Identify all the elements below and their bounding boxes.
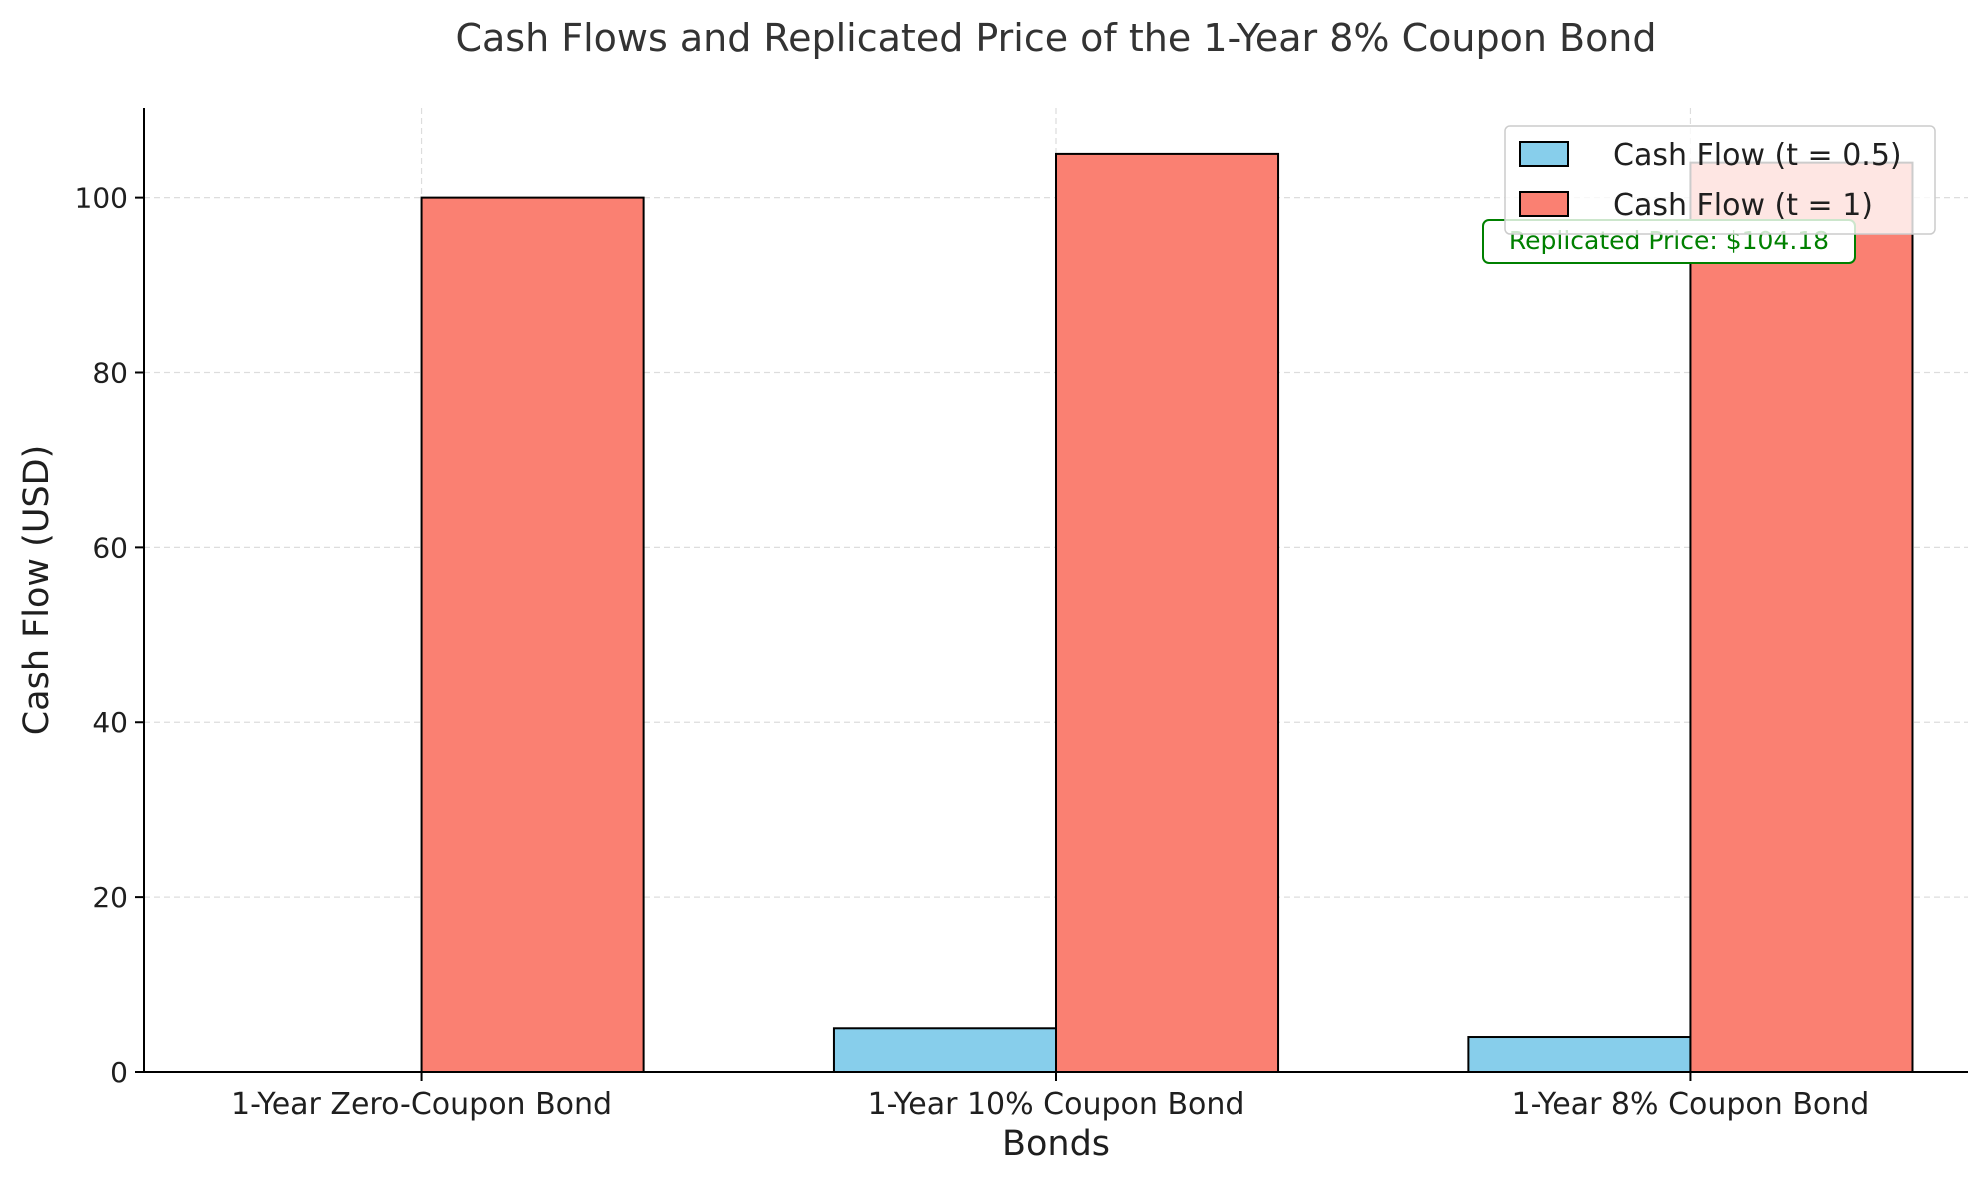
x-axis-label: Bonds	[1002, 1124, 1110, 1164]
y-ticks: 0 20 40 60 80 100	[75, 182, 144, 1089]
legend-swatch-series-2	[1519, 191, 1569, 217]
bar-series-1-1	[832, 1027, 1057, 1073]
legend-label-series-1: Cash Flow (t = 0.5)	[1613, 138, 1902, 173]
y-tick-label: 0	[110, 1056, 128, 1089]
y-tick-label: 100	[75, 182, 128, 215]
x-tick-label: 1-Year 8% Coupon Bond	[1512, 1087, 1870, 1122]
y-tick-label: 80	[92, 356, 128, 389]
bar-series-1-2	[1467, 1036, 1692, 1073]
y-axis-label: Cash Flow (USD)	[17, 445, 57, 736]
bars-layer	[420, 152, 1914, 1074]
y-tick-label: 20	[92, 881, 128, 914]
y-tick-label: 40	[92, 706, 128, 739]
y-tick-label: 60	[92, 531, 128, 564]
bar-series-2-1	[1055, 152, 1280, 1073]
legend: Cash Flow (t = 0.5) Cash Flow (t = 1)	[1504, 125, 1936, 235]
bar-series-2-2	[1689, 161, 1914, 1074]
x-tick-label: 1-Year 10% Coupon Bond	[868, 1087, 1245, 1122]
legend-box	[1504, 125, 1936, 235]
bar-series-2-0	[420, 196, 645, 1073]
x-tick-label: 1-Year Zero-Coupon Bond	[231, 1087, 612, 1122]
legend-label-series-2: Cash Flow (t = 1)	[1613, 188, 1873, 223]
legend-swatch-series-1	[1519, 141, 1569, 167]
x-ticks: 1-Year Zero-Coupon Bond 1-Year 10% Coupon…	[231, 1072, 1869, 1122]
chart-title: Cash Flows and Replicated Price of the 1…	[455, 16, 1656, 60]
